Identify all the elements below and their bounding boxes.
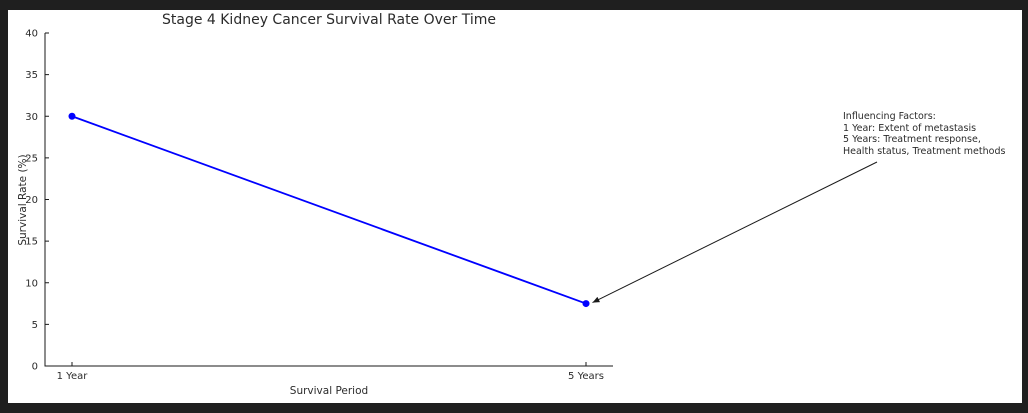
- y-tick-label: 35: [25, 70, 38, 81]
- annotation-line: 5 Years: Treatment response,: [843, 134, 981, 146]
- x-axis-label: Survival Period: [289, 385, 369, 397]
- survival-rate-line: [71, 115, 587, 305]
- y-tick-label: 25: [25, 153, 38, 164]
- y-tick-label: 30: [25, 112, 38, 123]
- annotation-arrow: [592, 161, 878, 304]
- data-point-marker: [582, 300, 590, 308]
- chart-figure: 0 5 10 15 20 25 30 35 40 1 Year 5 Years Stage 4 Ki…: [8, 10, 1022, 403]
- annotation-line: Influencing Factors:: [843, 111, 936, 122]
- annotation-line: 1 Year: Extent of metastasis: [843, 122, 977, 134]
- x-tick-label: 1 Year: [57, 371, 89, 382]
- y-axis-label: Survival Rate (%): [17, 154, 29, 246]
- y-tick-label: 0: [32, 362, 38, 373]
- annotation-text-block: Influencing Factors: 1 Year: Extent of m…: [843, 111, 1005, 157]
- y-tick-label: 20: [25, 195, 38, 206]
- chart-title: Stage 4 Kidney Cancer Survival Rate Over…: [161, 12, 497, 28]
- plot-area: 0 5 10 15 20 25 30 35 40 1 Year 5 Years: [25, 29, 878, 382]
- x-tick-label: 5 Years: [568, 371, 604, 382]
- y-tick-label: 15: [25, 237, 38, 248]
- data-point-marker: [68, 112, 76, 120]
- axis-spines: [44, 33, 613, 367]
- y-tick-label: 40: [25, 29, 38, 40]
- y-tick-label: 10: [25, 278, 38, 289]
- annotation-line: Health status, Treatment methods: [843, 145, 1006, 157]
- y-tick-label: 5: [32, 320, 38, 331]
